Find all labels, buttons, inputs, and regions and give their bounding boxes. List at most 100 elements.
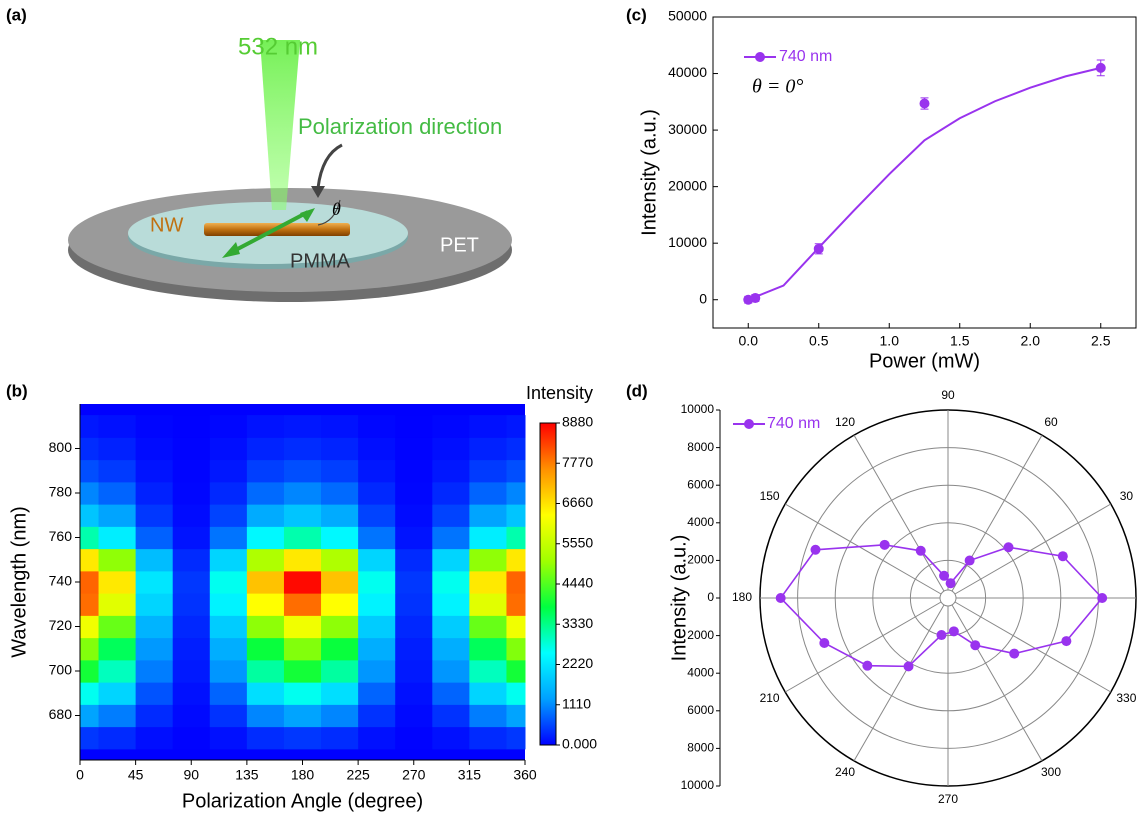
heat-cell — [358, 481, 396, 505]
data-point — [903, 661, 914, 672]
data-point — [813, 243, 824, 254]
x-tick-label: 135 — [235, 767, 259, 783]
heat-cell — [172, 415, 211, 438]
heat-cell — [209, 481, 248, 505]
fit-line — [747, 66, 1101, 301]
heat-cell — [172, 682, 211, 705]
x-tick-label: 180 — [291, 767, 315, 783]
grid-spoke — [853, 597, 949, 762]
heat-cell — [469, 593, 507, 616]
heat-cell — [80, 504, 100, 527]
heat-cell — [98, 415, 137, 438]
data-point — [1095, 62, 1106, 73]
data-point — [939, 570, 950, 581]
y-tick-label: 40000 — [668, 64, 707, 80]
center-hole — [939, 589, 957, 607]
data-point — [970, 640, 981, 651]
heat-cell — [358, 548, 396, 572]
colorbar-tick-label: 7770 — [562, 454, 593, 470]
heat-cell — [209, 659, 248, 683]
data-point — [1057, 551, 1068, 562]
x-axis-title: Power (mW) — [869, 350, 980, 372]
heat-cell — [135, 415, 174, 438]
heat-cell — [283, 526, 322, 550]
x-tick-label: 1.5 — [950, 333, 970, 349]
theta-tick-label: 210 — [760, 691, 780, 705]
heat-cell — [80, 570, 100, 594]
heat-cell — [469, 637, 507, 661]
heat-cell — [98, 726, 137, 750]
heat-cell — [246, 659, 285, 683]
data-point — [750, 293, 761, 304]
heat-cell — [395, 504, 433, 527]
grid-spoke — [853, 434, 949, 599]
heat-cell — [172, 548, 211, 572]
x-tick-label: 0.0 — [739, 333, 759, 349]
data-point — [862, 660, 873, 671]
colorbar-tick-label: 8880 — [562, 414, 593, 430]
heat-cell — [135, 548, 174, 572]
heat-cell — [506, 704, 526, 728]
heat-cell — [432, 593, 470, 616]
theta-tick-label: 180 — [732, 590, 752, 604]
heat-cell — [80, 704, 100, 728]
heat-cell — [135, 481, 174, 505]
heat-cell — [506, 415, 526, 438]
heat-cell — [98, 570, 137, 594]
heat-cell — [432, 548, 470, 572]
y-tick-label: 680 — [49, 706, 73, 722]
y-tick-label: 700 — [49, 662, 73, 678]
x-tick-label: 315 — [458, 767, 482, 783]
theta-tick-label: 60 — [1044, 415, 1058, 429]
x-tick-label: 90 — [183, 767, 199, 783]
heat-cell — [246, 704, 285, 728]
heat-cell — [209, 704, 248, 728]
polarization-label: Polarization direction — [298, 114, 502, 139]
grid-spoke — [784, 597, 949, 693]
heat-cell — [432, 615, 470, 639]
heat-cell — [321, 548, 359, 572]
colorbar-tick-label: 5550 — [562, 534, 593, 550]
heat-cell — [283, 437, 322, 461]
x-tick-label: 2.0 — [1021, 333, 1041, 349]
heat-cell — [172, 615, 211, 639]
legend-label: 740 nm — [779, 48, 832, 65]
heat-cell — [209, 415, 248, 438]
heat-cell — [135, 682, 174, 705]
data-point — [948, 626, 959, 637]
heat-cell — [321, 682, 359, 705]
polarization-arrow — [227, 210, 309, 256]
heat-cell — [395, 415, 433, 438]
heat-cell — [246, 526, 285, 550]
heat-cell — [98, 526, 137, 550]
heat-cell — [321, 481, 359, 505]
heat-cell — [506, 548, 526, 572]
heat-cell — [246, 481, 285, 505]
heat-cell — [172, 481, 211, 505]
panel-label: (b) — [6, 381, 28, 400]
data-point — [964, 555, 975, 566]
heat-cell — [506, 615, 526, 639]
data-point — [819, 638, 830, 649]
heat-cell — [432, 437, 470, 461]
heat-cell — [80, 481, 100, 505]
heat-cell — [98, 593, 137, 616]
heat-cell — [209, 593, 248, 616]
heat-cell — [469, 437, 507, 461]
heat-cell — [98, 659, 137, 683]
grid-spoke — [947, 597, 1043, 762]
heat-cell — [358, 415, 396, 438]
y-tick-label: 800 — [49, 439, 73, 455]
heat-cell — [80, 726, 100, 750]
heat-cell — [506, 526, 526, 550]
heat-cell — [98, 437, 137, 461]
heat-cell — [432, 459, 470, 483]
heat-cell — [395, 437, 433, 461]
r-tick-label: 6000 — [687, 477, 714, 491]
heat-cell — [395, 637, 433, 661]
x-tick-label: 1.0 — [880, 333, 900, 349]
data-point — [915, 545, 926, 556]
y-tick-label: 720 — [49, 617, 73, 633]
heat-cell — [135, 437, 174, 461]
